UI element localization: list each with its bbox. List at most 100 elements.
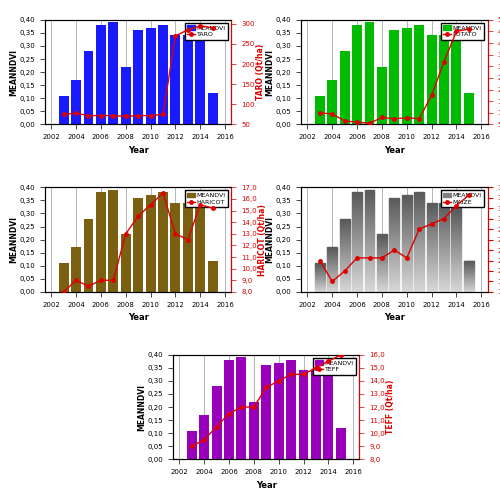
TARO — [135, 113, 141, 119]
Bar — [452, 268, 462, 270]
Bar — [452, 263, 462, 265]
Bar — [426, 210, 436, 212]
Bar — [340, 288, 349, 289]
Bar — [426, 283, 436, 285]
Bar — [426, 265, 436, 267]
POTATO — [441, 59, 447, 65]
Bar — [364, 261, 374, 263]
Bar — [439, 271, 449, 272]
Bar — [439, 217, 449, 219]
Bar — [439, 224, 449, 226]
Bar — [452, 258, 462, 260]
Y-axis label: MEANNDVI: MEANNDVI — [9, 48, 18, 96]
Bar — [364, 249, 374, 251]
Bar — [315, 270, 325, 271]
Bar — [414, 236, 424, 238]
Bar — [452, 290, 462, 292]
Bar — [328, 266, 337, 267]
Bar — [402, 224, 411, 226]
Bar — [439, 262, 449, 263]
Bar — [328, 80, 337, 124]
Bar — [352, 212, 362, 214]
Bar — [452, 237, 462, 238]
Bar — [426, 254, 436, 256]
Bar — [352, 230, 362, 232]
Bar — [402, 290, 411, 292]
Bar — [170, 36, 180, 124]
Bar — [414, 254, 424, 256]
Bar — [452, 279, 462, 280]
Bar — [439, 280, 449, 281]
Bar — [315, 272, 325, 273]
Bar — [452, 220, 462, 222]
Bar — [377, 256, 387, 257]
Bar — [377, 278, 387, 279]
Bar — [439, 205, 449, 206]
Bar — [340, 264, 349, 266]
Bar — [352, 236, 362, 238]
Bar — [390, 279, 400, 281]
Legend: MEANDVI, TEFF: MEANDVI, TEFF — [313, 358, 356, 375]
Bar — [352, 256, 362, 258]
Bar — [426, 240, 436, 242]
Bar — [426, 231, 436, 233]
Bar — [340, 286, 349, 288]
Bar — [364, 206, 374, 208]
Bar — [426, 247, 436, 249]
Bar — [364, 290, 374, 292]
Bar — [315, 266, 325, 267]
Bar — [439, 203, 449, 205]
Bar — [352, 199, 362, 201]
Bar — [464, 272, 474, 273]
Bar — [452, 277, 462, 279]
Bar — [452, 255, 462, 257]
Bar — [464, 288, 474, 289]
Bar — [340, 236, 349, 238]
Bar — [414, 208, 424, 210]
HARICOT — [160, 190, 166, 196]
Bar — [390, 228, 400, 230]
Bar — [352, 224, 362, 226]
X-axis label: Year: Year — [384, 146, 405, 155]
Bar — [426, 215, 436, 217]
TARO — [148, 113, 154, 119]
Bar — [452, 244, 462, 245]
Bar — [464, 269, 474, 270]
Bar — [324, 375, 334, 459]
POTATO — [404, 115, 410, 121]
Bar — [390, 226, 400, 228]
Bar — [402, 205, 411, 206]
Legend: MEANDVI, POTATO: MEANDVI, POTATO — [441, 23, 484, 40]
Bar — [414, 276, 424, 278]
Bar — [340, 276, 349, 277]
Bar — [439, 278, 449, 280]
Bar — [352, 274, 362, 276]
Bar — [402, 263, 411, 265]
Bar — [352, 222, 362, 224]
Bar — [377, 238, 387, 239]
Bar — [402, 257, 411, 259]
Bar — [402, 246, 411, 247]
Bar — [426, 228, 436, 230]
Bar — [402, 265, 411, 267]
Bar — [121, 234, 130, 292]
Bar — [414, 205, 424, 206]
Bar — [364, 272, 374, 274]
Bar — [426, 263, 436, 265]
Bar — [364, 225, 374, 227]
Bar — [414, 282, 424, 284]
Bar — [464, 275, 474, 276]
Bar — [340, 229, 349, 230]
Bar — [352, 218, 362, 220]
Bar — [377, 267, 387, 268]
Bar — [439, 256, 449, 258]
Bar — [452, 227, 462, 228]
Bar — [328, 279, 337, 280]
Bar — [390, 273, 400, 275]
Bar — [464, 266, 474, 267]
Bar — [426, 271, 436, 272]
Bar — [340, 267, 349, 268]
Bar — [402, 212, 411, 214]
Bar — [390, 198, 400, 200]
Bar — [364, 214, 374, 216]
